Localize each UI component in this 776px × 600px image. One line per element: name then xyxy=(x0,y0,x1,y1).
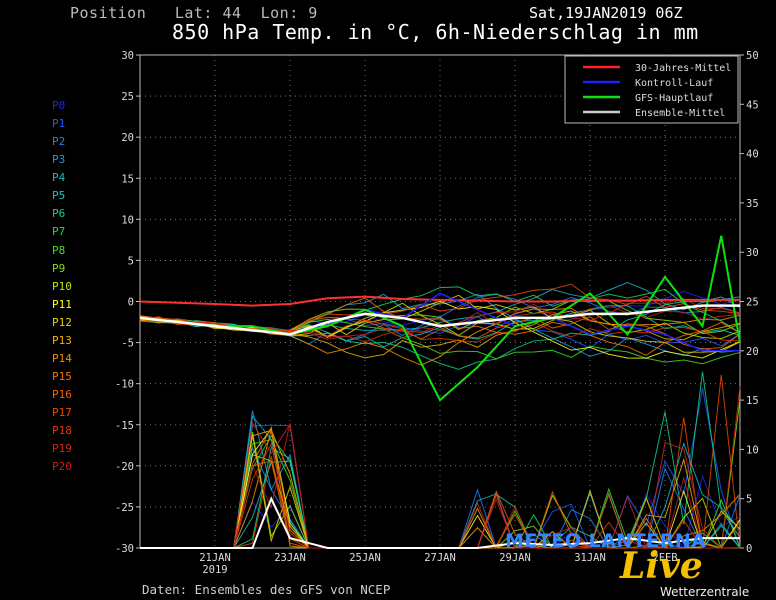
member-label-p5: P5 xyxy=(52,189,66,203)
series-line xyxy=(139,235,741,402)
position-label: Position Lat: 44 Lon: 9 xyxy=(70,4,318,22)
member-label-p7: P7 xyxy=(52,225,66,239)
chart-title: 850 hPa Temp. in °C, 6h-Niederschlag in … xyxy=(172,20,699,44)
logo-meteo-lanterna: METEO LANTERNA xyxy=(505,530,707,552)
series-line xyxy=(139,304,740,336)
ensemble-member-line xyxy=(139,297,741,356)
y-right-tick-label: 0 xyxy=(746,543,752,555)
member-label-p12: P12 xyxy=(52,315,72,329)
y-left-tick-label: 5 xyxy=(128,255,134,267)
member-label-p14: P14 xyxy=(52,351,72,365)
x-tick-label: 23JAN xyxy=(274,552,306,564)
y-left-tick-label: -30 xyxy=(115,543,134,555)
member-label-p9: P9 xyxy=(52,261,66,275)
y-left-tick-label: 30 xyxy=(121,50,134,62)
member-label-p11: P11 xyxy=(52,297,72,311)
member-label-p6: P6 xyxy=(52,207,66,221)
member-label-p4: P4 xyxy=(52,171,66,185)
y-left-tick-label: -25 xyxy=(115,502,134,514)
legend-entry: GFS-Hauptlauf xyxy=(635,93,713,104)
member-label-p2: P2 xyxy=(52,135,66,149)
logo-live: Live xyxy=(620,545,703,587)
y-right-tick-label: 5 xyxy=(746,494,752,506)
logo-wetterzentrale: Wetterzentrale xyxy=(660,585,750,599)
ensemble-member-line xyxy=(139,303,741,340)
member-label-p20: P20 xyxy=(52,460,72,474)
run-date: Sat,19JAN2019 06Z xyxy=(529,4,683,22)
member-label-p1: P1 xyxy=(52,117,66,131)
y-right-tick-label: 35 xyxy=(746,198,759,210)
member-label-p13: P13 xyxy=(52,333,72,347)
member-label-p16: P16 xyxy=(52,388,72,401)
member-label-p19: P19 xyxy=(52,442,72,456)
x-tick-label: 25JAN xyxy=(349,552,381,564)
x-tick-label: 29JAN xyxy=(499,552,531,564)
ensemble-member-list: P0 P1 P2 P3 P4 P5 P6 P7 P8 P9 P10 P11 P12 P13 P14 P15 P1… xyxy=(52,97,72,476)
x-tick-label: 2FEB xyxy=(652,552,677,564)
member-label-p18: P18 xyxy=(52,424,72,438)
precip-mean-line xyxy=(140,496,740,549)
y-left-tick-label: -20 xyxy=(115,461,134,473)
y-left-tick-label: 0 xyxy=(128,297,134,309)
x-tick-label: 21JAN xyxy=(199,552,231,564)
member-label-p8: P8 xyxy=(52,243,66,257)
y-left-tick-label: 10 xyxy=(121,214,134,226)
y-right-tick-label: 30 xyxy=(746,247,759,259)
legend-entry: Kontroll-Lauf xyxy=(635,78,713,89)
legend-entry: Ensemble-Mittel xyxy=(635,108,725,119)
y-right-tick-label: 40 xyxy=(746,149,759,161)
data-source-footer: Daten: Ensembles des GFS von NCEP xyxy=(142,582,391,597)
y-left-tick-label: -10 xyxy=(115,379,134,391)
member-label-p3: P3 xyxy=(52,153,66,167)
member-label-p0: P0 xyxy=(52,99,66,112)
y-right-tick-label: 50 xyxy=(746,50,759,62)
y-right-tick-label: 10 xyxy=(746,444,759,456)
y-right-tick-label: 15 xyxy=(746,395,759,407)
y-left-tick-label: 15 xyxy=(121,173,134,185)
series-line xyxy=(139,295,740,307)
y-right-tick-label: 20 xyxy=(746,346,759,358)
member-label-p10: P10 xyxy=(52,279,72,293)
x-tick-label: 27JAN xyxy=(424,552,456,564)
member-label-p17: P17 xyxy=(52,406,72,420)
x-tick-label: 2019 xyxy=(202,564,227,576)
y-right-tick-label: 45 xyxy=(746,99,759,111)
member-label-p15: P15 xyxy=(52,369,72,383)
y-right-tick-label: 25 xyxy=(746,297,759,309)
y-left-tick-label: -15 xyxy=(115,420,134,432)
legend-entry: 30-Jahres-Mittel xyxy=(635,63,731,74)
y-left-tick-label: -5 xyxy=(121,338,134,350)
y-left-tick-label: 20 xyxy=(121,132,134,144)
x-tick-label: 31JAN xyxy=(574,552,606,564)
y-left-tick-label: 25 xyxy=(121,91,134,103)
